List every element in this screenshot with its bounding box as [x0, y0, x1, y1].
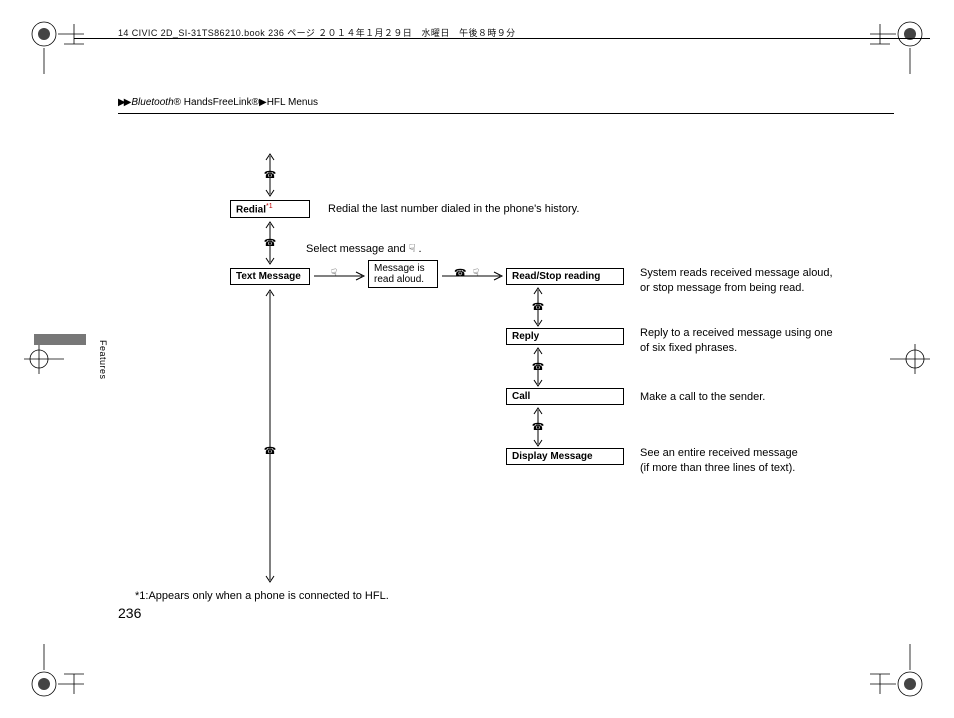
press-icon: ☟ — [470, 268, 482, 279]
flowchart: ☎ Redial*1 Redial the last number dialed… — [230, 150, 930, 590]
node-display-message: Display Message — [506, 448, 624, 465]
footnote: *1:Appears only when a phone is connecte… — [135, 590, 389, 602]
phone-icon: ☎ — [530, 362, 546, 373]
breadcrumb-arrow-icon: ▶▶ — [118, 97, 129, 108]
node-read-aloud: Message is read aloud. — [368, 260, 438, 288]
phone-icon: ☎ — [262, 446, 278, 457]
phone-icon: ☎ — [262, 170, 278, 181]
crop-mark-br — [870, 644, 930, 704]
node-redial-label: Redial — [236, 204, 266, 215]
call-desc: Make a call to the sender. — [640, 390, 765, 405]
redial-desc: Redial the last number dialed in the pho… — [328, 202, 579, 217]
crop-mark-tr — [870, 14, 930, 74]
node-text-message: Text Message — [230, 268, 310, 285]
phone-icon: ☎ — [262, 238, 278, 249]
node-call: Call — [506, 388, 624, 405]
breadcrumb-hfl: HandsFreeLink — [181, 97, 252, 108]
node-read-stop: Read/Stop reading — [506, 268, 624, 285]
reply-desc: Reply to a received message using one of… — [640, 326, 833, 356]
phone-icon: ☎ — [530, 302, 546, 313]
node-redial-sup: *1 — [266, 203, 273, 210]
page-number: 236 — [118, 605, 141, 621]
phone-icon: ☎ — [454, 268, 466, 279]
meta-line: 14 CIVIC 2D_SI-31TS86210.book 236 ページ ２０… — [118, 26, 516, 39]
breadcrumb-arrow-icon: ▶ — [259, 97, 265, 108]
breadcrumb-rule — [118, 113, 894, 114]
press-icon: ☟ — [326, 268, 342, 279]
arrow-down-long-icon — [262, 286, 278, 586]
breadcrumb: ▶▶Bluetooth® HandsFreeLink®▶HFL Menus — [118, 97, 318, 108]
side-label: Features — [98, 340, 108, 380]
node-redial: Redial*1 — [230, 200, 310, 218]
breadcrumb-menus: HFL Menus — [267, 97, 318, 108]
crop-mark-bl — [24, 644, 84, 704]
instruction: Select message and ☟ . — [306, 242, 422, 255]
phone-icon: ☎ — [530, 422, 546, 433]
breadcrumb-bluetooth: Bluetooth — [131, 97, 173, 108]
crop-mark-tl — [24, 14, 84, 74]
read-stop-desc: System reads received message aloud, or … — [640, 266, 833, 296]
display-message-desc: See an entire received message (if more … — [640, 446, 798, 476]
side-tab — [34, 334, 86, 345]
center-mark-left — [24, 344, 64, 374]
node-reply: Reply — [506, 328, 624, 345]
